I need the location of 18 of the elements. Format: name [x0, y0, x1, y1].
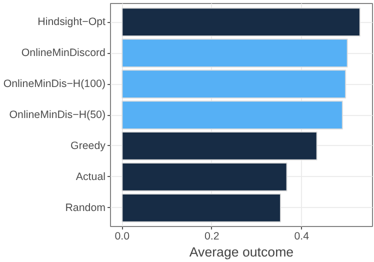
bar: [122, 8, 360, 37]
bar: [122, 132, 318, 160]
y-tick-label: Hindsight−Opt: [38, 16, 106, 28]
bar: [122, 70, 346, 98]
y-tick-label: Random: [65, 202, 106, 214]
y-tick-label: OnlineMinDiscord: [21, 47, 106, 60]
y-tick-label: OnlineMinDis−H(50): [9, 109, 106, 121]
x-tick-label: 0.0: [114, 230, 130, 242]
bar: [122, 100, 343, 130]
y-tick-label: OnlineMinDis−H(100): [3, 78, 106, 90]
bar: [122, 38, 348, 68]
bar: [122, 162, 288, 192]
x-axis-title: Average outcome: [189, 244, 294, 260]
y-tick-label: Actual: [76, 170, 106, 183]
x-tick-label: 0.4: [294, 230, 310, 242]
y-tick-label: Greedy: [70, 140, 106, 152]
x-tick-label: 0.2: [204, 230, 220, 242]
bar: [122, 193, 282, 222]
